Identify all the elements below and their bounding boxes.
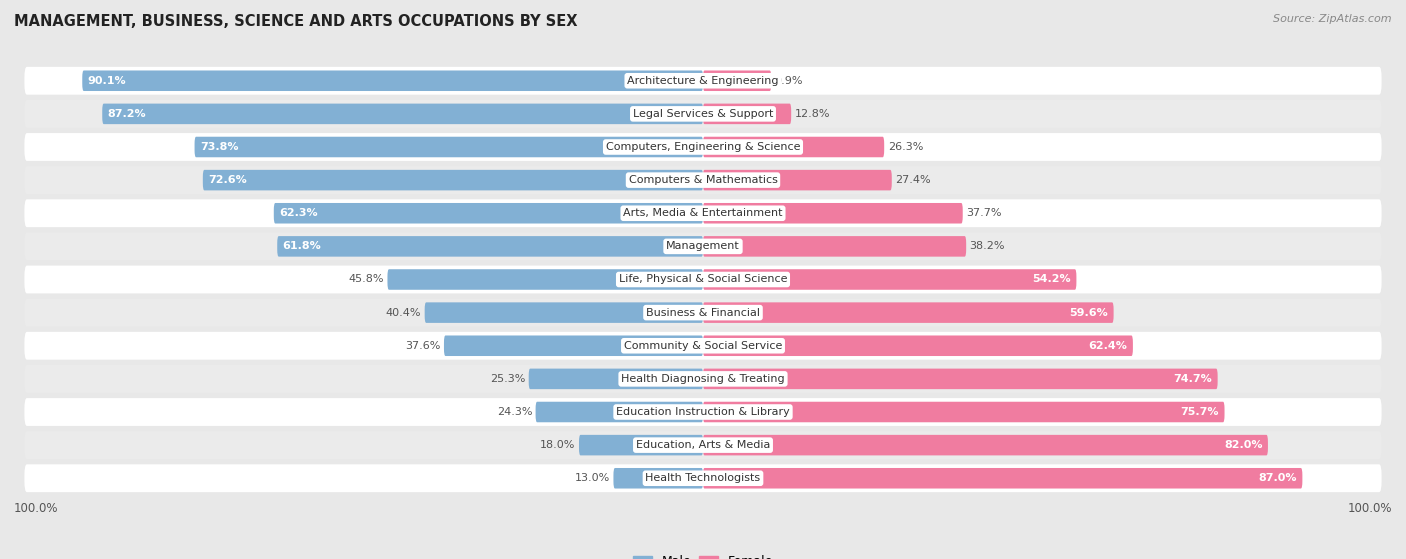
- FancyBboxPatch shape: [703, 435, 1268, 456]
- FancyBboxPatch shape: [703, 170, 891, 191]
- FancyBboxPatch shape: [703, 302, 1114, 323]
- FancyBboxPatch shape: [24, 365, 1382, 393]
- Text: 75.7%: 75.7%: [1181, 407, 1219, 417]
- FancyBboxPatch shape: [194, 137, 703, 157]
- Text: 26.3%: 26.3%: [887, 142, 922, 152]
- FancyBboxPatch shape: [24, 200, 1382, 227]
- Text: 13.0%: 13.0%: [575, 473, 610, 484]
- Text: MANAGEMENT, BUSINESS, SCIENCE AND ARTS OCCUPATIONS BY SEX: MANAGEMENT, BUSINESS, SCIENCE AND ARTS O…: [14, 14, 578, 29]
- Text: 73.8%: 73.8%: [200, 142, 239, 152]
- Text: Architecture & Engineering: Architecture & Engineering: [627, 75, 779, 86]
- Text: Education Instruction & Library: Education Instruction & Library: [616, 407, 790, 417]
- Text: 27.4%: 27.4%: [896, 175, 931, 185]
- Text: 82.0%: 82.0%: [1223, 440, 1263, 450]
- FancyBboxPatch shape: [536, 402, 703, 422]
- Text: 61.8%: 61.8%: [283, 241, 322, 252]
- Text: 72.6%: 72.6%: [208, 175, 247, 185]
- FancyBboxPatch shape: [703, 236, 966, 257]
- Text: Management: Management: [666, 241, 740, 252]
- FancyBboxPatch shape: [703, 203, 963, 224]
- Text: Health Technologists: Health Technologists: [645, 473, 761, 484]
- Text: 9.9%: 9.9%: [775, 75, 803, 86]
- FancyBboxPatch shape: [579, 435, 703, 456]
- FancyBboxPatch shape: [425, 302, 703, 323]
- Text: Health Diagnosing & Treating: Health Diagnosing & Treating: [621, 374, 785, 384]
- FancyBboxPatch shape: [24, 233, 1382, 260]
- Text: 37.6%: 37.6%: [405, 341, 440, 350]
- Text: 25.3%: 25.3%: [489, 374, 526, 384]
- FancyBboxPatch shape: [703, 70, 772, 91]
- Text: 40.4%: 40.4%: [385, 307, 422, 318]
- Text: 45.8%: 45.8%: [349, 274, 384, 285]
- Text: 18.0%: 18.0%: [540, 440, 575, 450]
- FancyBboxPatch shape: [444, 335, 703, 356]
- Text: 90.1%: 90.1%: [87, 75, 127, 86]
- Text: 87.2%: 87.2%: [108, 109, 146, 119]
- FancyBboxPatch shape: [703, 137, 884, 157]
- FancyBboxPatch shape: [202, 170, 703, 191]
- FancyBboxPatch shape: [83, 70, 703, 91]
- Text: 37.7%: 37.7%: [966, 209, 1001, 218]
- Text: 100.0%: 100.0%: [14, 502, 59, 515]
- Text: 87.0%: 87.0%: [1258, 473, 1296, 484]
- FancyBboxPatch shape: [24, 398, 1382, 426]
- FancyBboxPatch shape: [274, 203, 703, 224]
- Legend: Male, Female: Male, Female: [633, 556, 773, 559]
- FancyBboxPatch shape: [24, 332, 1382, 359]
- FancyBboxPatch shape: [703, 402, 1225, 422]
- FancyBboxPatch shape: [277, 236, 703, 257]
- FancyBboxPatch shape: [24, 166, 1382, 194]
- Text: Source: ZipAtlas.com: Source: ZipAtlas.com: [1274, 14, 1392, 24]
- Text: 62.3%: 62.3%: [280, 209, 318, 218]
- FancyBboxPatch shape: [703, 269, 1077, 290]
- FancyBboxPatch shape: [529, 368, 703, 389]
- Text: Life, Physical & Social Science: Life, Physical & Social Science: [619, 274, 787, 285]
- FancyBboxPatch shape: [24, 465, 1382, 492]
- Text: Arts, Media & Entertainment: Arts, Media & Entertainment: [623, 209, 783, 218]
- Text: 74.7%: 74.7%: [1174, 374, 1212, 384]
- Text: Computers, Engineering & Science: Computers, Engineering & Science: [606, 142, 800, 152]
- FancyBboxPatch shape: [24, 67, 1382, 94]
- FancyBboxPatch shape: [388, 269, 703, 290]
- Text: Education, Arts & Media: Education, Arts & Media: [636, 440, 770, 450]
- Text: Computers & Mathematics: Computers & Mathematics: [628, 175, 778, 185]
- Text: Community & Social Service: Community & Social Service: [624, 341, 782, 350]
- Text: 100.0%: 100.0%: [1347, 502, 1392, 515]
- Text: 54.2%: 54.2%: [1032, 274, 1071, 285]
- Text: 38.2%: 38.2%: [970, 241, 1005, 252]
- Text: 62.4%: 62.4%: [1088, 341, 1128, 350]
- FancyBboxPatch shape: [613, 468, 703, 489]
- Text: Business & Financial: Business & Financial: [645, 307, 761, 318]
- FancyBboxPatch shape: [703, 468, 1302, 489]
- Text: 24.3%: 24.3%: [496, 407, 531, 417]
- FancyBboxPatch shape: [703, 335, 1133, 356]
- FancyBboxPatch shape: [703, 103, 792, 124]
- FancyBboxPatch shape: [24, 431, 1382, 459]
- FancyBboxPatch shape: [703, 368, 1218, 389]
- FancyBboxPatch shape: [24, 100, 1382, 128]
- FancyBboxPatch shape: [24, 266, 1382, 293]
- Text: 59.6%: 59.6%: [1070, 307, 1108, 318]
- FancyBboxPatch shape: [103, 103, 703, 124]
- FancyBboxPatch shape: [24, 133, 1382, 161]
- FancyBboxPatch shape: [24, 299, 1382, 326]
- Text: Legal Services & Support: Legal Services & Support: [633, 109, 773, 119]
- Text: 12.8%: 12.8%: [794, 109, 830, 119]
